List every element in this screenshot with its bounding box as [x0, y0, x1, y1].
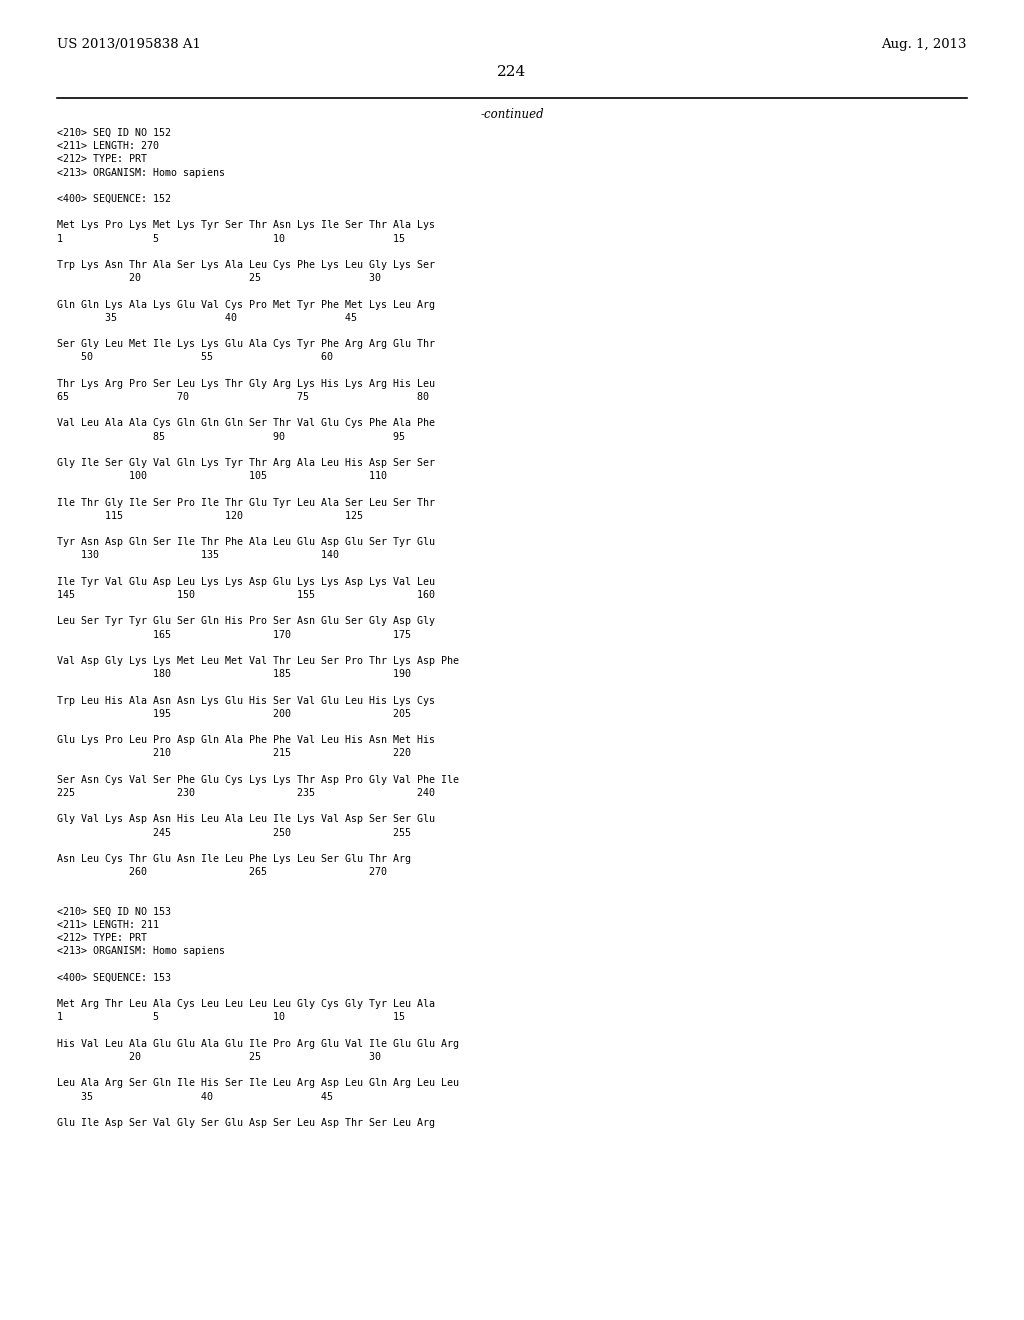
Text: Aug. 1, 2013: Aug. 1, 2013	[882, 38, 967, 51]
Text: 85                  90                  95: 85 90 95	[57, 432, 406, 442]
Text: 245                 250                 255: 245 250 255	[57, 828, 411, 838]
Text: Met Arg Thr Leu Ala Cys Leu Leu Leu Leu Gly Cys Gly Tyr Leu Ala: Met Arg Thr Leu Ala Cys Leu Leu Leu Leu …	[57, 999, 435, 1010]
Text: Ser Asn Cys Val Ser Phe Glu Cys Lys Lys Thr Asp Pro Gly Val Phe Ile: Ser Asn Cys Val Ser Phe Glu Cys Lys Lys …	[57, 775, 459, 785]
Text: 130                 135                 140: 130 135 140	[57, 550, 339, 561]
Text: <211> LENGTH: 270: <211> LENGTH: 270	[57, 141, 159, 152]
Text: <213> ORGANISM: Homo sapiens: <213> ORGANISM: Homo sapiens	[57, 168, 225, 178]
Text: Glu Lys Pro Leu Pro Asp Gln Ala Phe Phe Val Leu His Asn Met His: Glu Lys Pro Leu Pro Asp Gln Ala Phe Phe …	[57, 735, 435, 746]
Text: Gly Val Lys Asp Asn His Leu Ala Leu Ile Lys Val Asp Ser Ser Glu: Gly Val Lys Asp Asn His Leu Ala Leu Ile …	[57, 814, 435, 825]
Text: 165                 170                 175: 165 170 175	[57, 630, 411, 640]
Text: 260                 265                 270: 260 265 270	[57, 867, 387, 878]
Text: <212> TYPE: PRT: <212> TYPE: PRT	[57, 933, 147, 944]
Text: 35                  40                  45: 35 40 45	[57, 313, 357, 323]
Text: 100                 105                 110: 100 105 110	[57, 471, 387, 482]
Text: Thr Lys Arg Pro Ser Leu Lys Thr Gly Arg Lys His Lys Arg His Leu: Thr Lys Arg Pro Ser Leu Lys Thr Gly Arg …	[57, 379, 435, 389]
Text: 65                  70                  75                  80: 65 70 75 80	[57, 392, 429, 403]
Text: Met Lys Pro Lys Met Lys Tyr Ser Thr Asn Lys Ile Ser Thr Ala Lys: Met Lys Pro Lys Met Lys Tyr Ser Thr Asn …	[57, 220, 435, 231]
Text: 50                  55                  60: 50 55 60	[57, 352, 333, 363]
Text: 180                 185                 190: 180 185 190	[57, 669, 411, 680]
Text: Leu Ala Arg Ser Gln Ile His Ser Ile Leu Arg Asp Leu Gln Arg Leu Leu: Leu Ala Arg Ser Gln Ile His Ser Ile Leu …	[57, 1078, 459, 1089]
Text: 210                 215                 220: 210 215 220	[57, 748, 411, 759]
Text: 20                  25                  30: 20 25 30	[57, 273, 381, 284]
Text: Glu Ile Asp Ser Val Gly Ser Glu Asp Ser Leu Asp Thr Ser Leu Arg: Glu Ile Asp Ser Val Gly Ser Glu Asp Ser …	[57, 1118, 435, 1129]
Text: 225                 230                 235                 240: 225 230 235 240	[57, 788, 435, 799]
Text: 115                 120                 125: 115 120 125	[57, 511, 362, 521]
Text: <212> TYPE: PRT: <212> TYPE: PRT	[57, 154, 147, 165]
Text: Val Asp Gly Lys Lys Met Leu Met Val Thr Leu Ser Pro Thr Lys Asp Phe: Val Asp Gly Lys Lys Met Leu Met Val Thr …	[57, 656, 459, 667]
Text: 145                 150                 155                 160: 145 150 155 160	[57, 590, 435, 601]
Text: <400> SEQUENCE: 152: <400> SEQUENCE: 152	[57, 194, 171, 205]
Text: Ile Thr Gly Ile Ser Pro Ile Thr Glu Tyr Leu Ala Ser Leu Ser Thr: Ile Thr Gly Ile Ser Pro Ile Thr Glu Tyr …	[57, 498, 435, 508]
Text: US 2013/0195838 A1: US 2013/0195838 A1	[57, 38, 201, 51]
Text: Leu Ser Tyr Tyr Glu Ser Gln His Pro Ser Asn Glu Ser Gly Asp Gly: Leu Ser Tyr Tyr Glu Ser Gln His Pro Ser …	[57, 616, 435, 627]
Text: Asn Leu Cys Thr Glu Asn Ile Leu Phe Lys Leu Ser Glu Thr Arg: Asn Leu Cys Thr Glu Asn Ile Leu Phe Lys …	[57, 854, 411, 865]
Text: -continued: -continued	[480, 108, 544, 121]
Text: 224: 224	[498, 65, 526, 79]
Text: Ser Gly Leu Met Ile Lys Lys Glu Ala Cys Tyr Phe Arg Arg Glu Thr: Ser Gly Leu Met Ile Lys Lys Glu Ala Cys …	[57, 339, 435, 350]
Text: <210> SEQ ID NO 152: <210> SEQ ID NO 152	[57, 128, 171, 139]
Text: 20                  25                  30: 20 25 30	[57, 1052, 381, 1063]
Text: Ile Tyr Val Glu Asp Leu Lys Lys Asp Glu Lys Lys Asp Lys Val Leu: Ile Tyr Val Glu Asp Leu Lys Lys Asp Glu …	[57, 577, 435, 587]
Text: Val Leu Ala Ala Cys Gln Gln Gln Ser Thr Val Glu Cys Phe Ala Phe: Val Leu Ala Ala Cys Gln Gln Gln Ser Thr …	[57, 418, 435, 429]
Text: <210> SEQ ID NO 153: <210> SEQ ID NO 153	[57, 907, 171, 917]
Text: <400> SEQUENCE: 153: <400> SEQUENCE: 153	[57, 973, 171, 983]
Text: <211> LENGTH: 211: <211> LENGTH: 211	[57, 920, 159, 931]
Text: 1               5                   10                  15: 1 5 10 15	[57, 234, 406, 244]
Text: Trp Lys Asn Thr Ala Ser Lys Ala Leu Cys Phe Lys Leu Gly Lys Ser: Trp Lys Asn Thr Ala Ser Lys Ala Leu Cys …	[57, 260, 435, 271]
Text: 195                 200                 205: 195 200 205	[57, 709, 411, 719]
Text: Tyr Asn Asp Gln Ser Ile Thr Phe Ala Leu Glu Asp Glu Ser Tyr Glu: Tyr Asn Asp Gln Ser Ile Thr Phe Ala Leu …	[57, 537, 435, 548]
Text: 1               5                   10                  15: 1 5 10 15	[57, 1012, 406, 1023]
Text: 35                  40                  45: 35 40 45	[57, 1092, 333, 1102]
Text: Trp Leu His Ala Asn Asn Lys Glu His Ser Val Glu Leu His Lys Cys: Trp Leu His Ala Asn Asn Lys Glu His Ser …	[57, 696, 435, 706]
Text: Gly Ile Ser Gly Val Gln Lys Tyr Thr Arg Ala Leu His Asp Ser Ser: Gly Ile Ser Gly Val Gln Lys Tyr Thr Arg …	[57, 458, 435, 469]
Text: Gln Gln Lys Ala Lys Glu Val Cys Pro Met Tyr Phe Met Lys Leu Arg: Gln Gln Lys Ala Lys Glu Val Cys Pro Met …	[57, 300, 435, 310]
Text: His Val Leu Ala Glu Glu Ala Glu Ile Pro Arg Glu Val Ile Glu Glu Arg: His Val Leu Ala Glu Glu Ala Glu Ile Pro …	[57, 1039, 459, 1049]
Text: <213> ORGANISM: Homo sapiens: <213> ORGANISM: Homo sapiens	[57, 946, 225, 957]
